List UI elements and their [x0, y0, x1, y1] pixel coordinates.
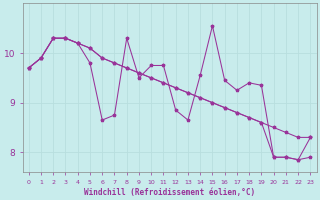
X-axis label: Windchill (Refroidissement éolien,°C): Windchill (Refroidissement éolien,°C)	[84, 188, 255, 197]
